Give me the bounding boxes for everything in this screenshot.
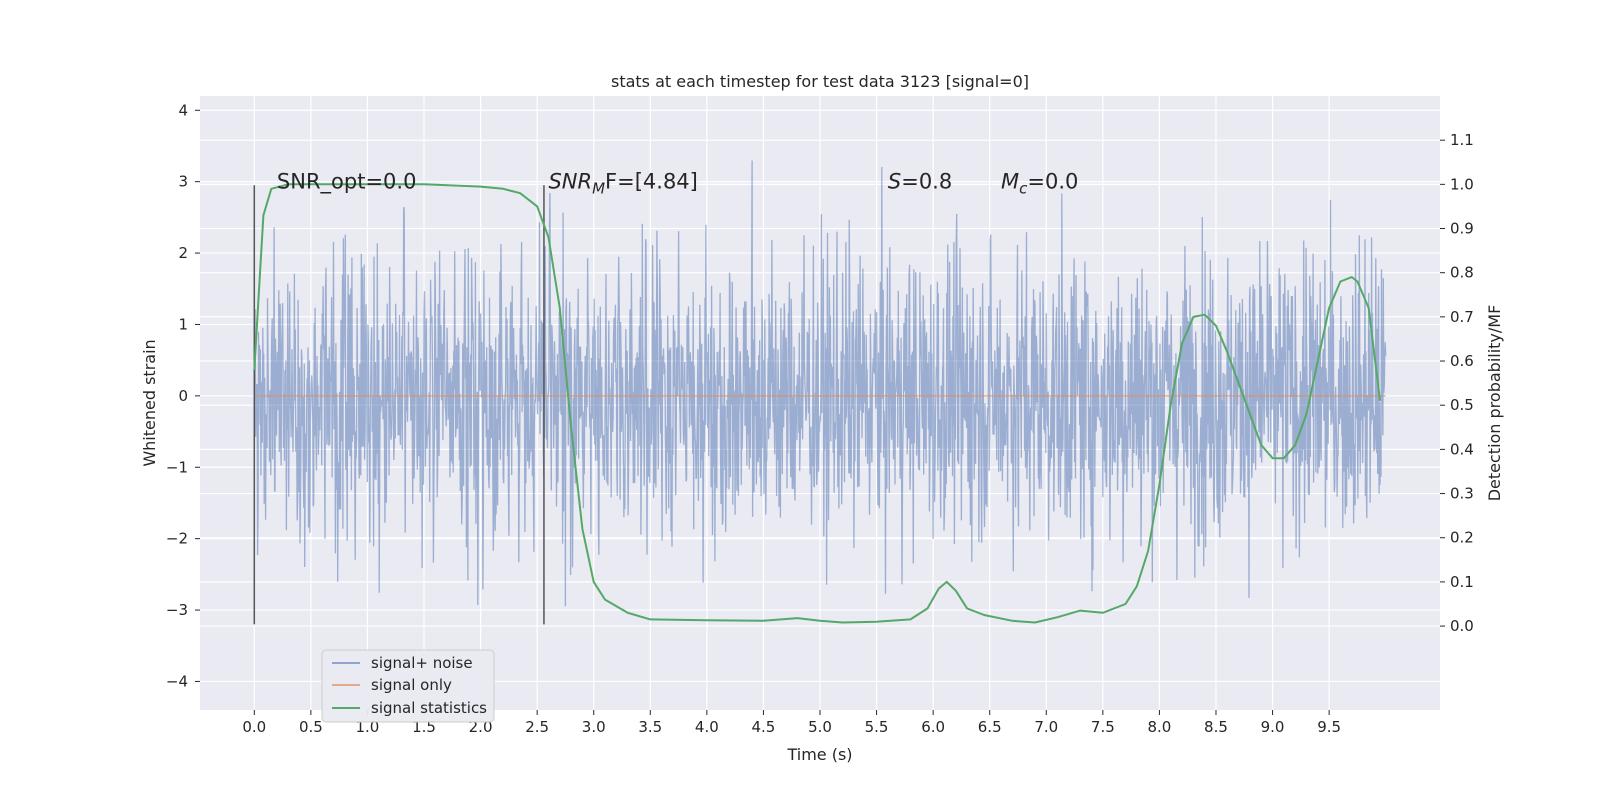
y-tick-label: −2	[166, 530, 188, 548]
y-axis-ticks: −4 −3 −2 −1 0 1 2 3 4	[166, 101, 200, 690]
legend: signal+ noise signal only signal statist…	[321, 649, 495, 723]
y-tick-label: −1	[166, 458, 188, 476]
chart-title: stats at each timestep for test data 312…	[611, 72, 1029, 91]
x-tick-label: 7.0	[1034, 718, 1058, 736]
y-tick-label: −4	[166, 672, 188, 690]
legend-label-signal-plus-noise: signal+ noise	[371, 654, 473, 672]
x-tick-label: 6.5	[978, 718, 1002, 736]
annotations: SNR_opt=0.0 SNRMF=[4.84] S=0.8 Mc=0.0	[277, 170, 1078, 198]
noise-trace	[253, 160, 1387, 607]
annotation-0: SNR_opt=0.0	[277, 170, 417, 195]
legend-box	[321, 649, 495, 723]
x-tick-label: 8.5	[1204, 718, 1228, 736]
x-tick-label: 5.0	[808, 718, 832, 736]
y2-tick-label: 0.1	[1450, 573, 1474, 591]
y-tick-label: 0	[178, 387, 188, 405]
y2-tick-label: 0.9	[1450, 220, 1474, 238]
y2-tick-label: 0.8	[1450, 264, 1474, 282]
x-tick-label: 3.5	[638, 718, 662, 736]
series-signal-statistics	[253, 183, 1381, 624]
x-axis-label: Time (s)	[786, 745, 852, 764]
y2-tick-label: 0.6	[1450, 352, 1474, 370]
x-tick-label: 3.0	[582, 718, 606, 736]
y-tick-label: 1	[178, 315, 188, 333]
y-tick-label: −3	[166, 601, 188, 619]
y2-tick-label: 1.0	[1450, 175, 1474, 193]
y-tick-label: 4	[178, 101, 188, 119]
x-tick-label: 4.5	[752, 718, 776, 736]
x-tick-label: 9.0	[1261, 718, 1285, 736]
y2-tick-label: 1.1	[1450, 131, 1474, 149]
x-axis-ticks: 0.0 0.5 1.0 1.5 2.0 2.5 3.0 3.5 4.0 4.5 5.0 5.5 6.0 6…	[242, 710, 1341, 736]
x-tick-label: 0.5	[299, 718, 323, 736]
legend-label-signal-statistics: signal statistics	[371, 699, 487, 717]
y-axis-label: Whitened strain	[140, 339, 159, 466]
x-tick-label: 7.5	[1091, 718, 1115, 736]
y2-axis-label: Detection probability/MF	[1485, 305, 1504, 502]
y-tick-label: 3	[178, 173, 188, 191]
annotation-3: Mc=0.0	[1001, 170, 1078, 198]
annotation-1: SNRMF=[4.84]	[548, 170, 697, 198]
x-tick-label: 6.0	[921, 718, 945, 736]
series-signal-plus-noise	[253, 160, 1387, 607]
legend-label-signal-only: signal only	[371, 676, 452, 694]
signal-statistics-line	[253, 183, 1381, 624]
y2-tick-label: 0.7	[1450, 308, 1474, 326]
x-tick-label: 2.5	[525, 718, 549, 736]
vertical-markers	[253, 185, 545, 625]
y-tick-label: 2	[178, 244, 188, 262]
y2-tick-label: 0.5	[1450, 396, 1474, 414]
x-tick-label: 9.5	[1317, 718, 1341, 736]
y2-axis-ticks: 0.0 0.1 0.2 0.3 0.4 0.5 0.6 0.7 0.8 0.9 1.0 1.1	[1440, 131, 1474, 635]
y2-tick-label: 0.4	[1450, 440, 1474, 458]
x-tick-label: 8.0	[1147, 718, 1171, 736]
x-tick-label: 5.5	[865, 718, 889, 736]
y2-tick-label: 0.3	[1450, 485, 1474, 503]
x-tick-label: 4.0	[695, 718, 719, 736]
y2-tick-label: 0.0	[1450, 617, 1474, 635]
annotation-2: S=0.8	[888, 170, 952, 194]
x-tick-label: 0.0	[242, 718, 266, 736]
y2-tick-label: 0.2	[1450, 529, 1474, 547]
